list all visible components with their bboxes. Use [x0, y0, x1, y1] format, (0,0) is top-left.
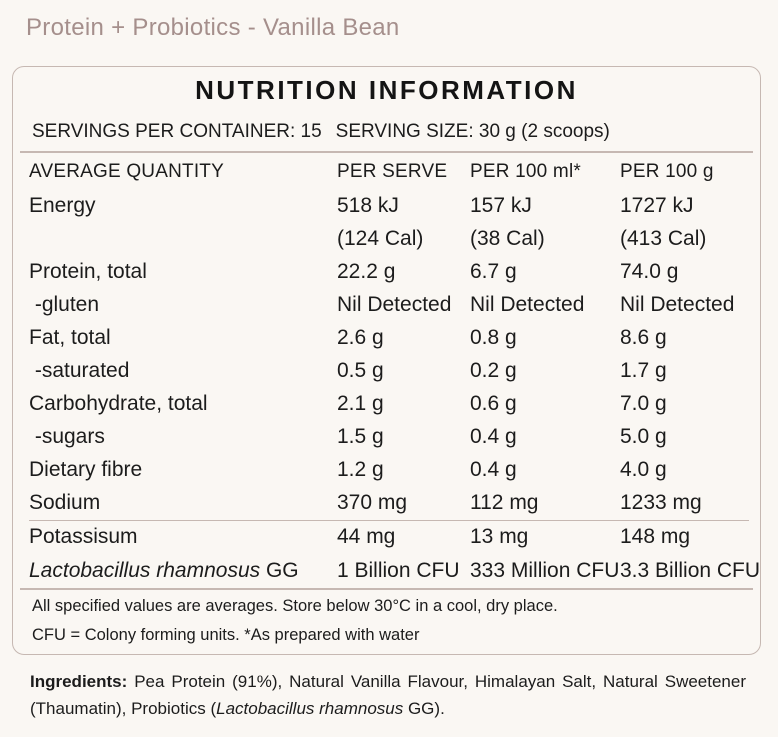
per-serve-value: 1.5 g [337, 425, 384, 449]
probiotic-strain: GG [260, 558, 299, 582]
per-serve-value: (124 Cal) [337, 226, 424, 250]
per-100ml-value: 0.6 g [470, 392, 517, 416]
servings-line: SERVINGS PER CONTAINER: 15 SERVING SIZE: … [32, 121, 610, 143]
nutrient-name: Carbohydrate, total [29, 392, 208, 416]
per-100g-value: Nil Detected [620, 292, 735, 316]
table-row: Lactobacillus rhamnosus GG 1 Billion CFU… [29, 554, 761, 587]
nutrient-name: Protein, total [29, 259, 147, 283]
table-row: Carbohydrate, total 2.1 g 0.6 g 7.0 g [29, 388, 749, 421]
per-serve-value: 1.2 g [337, 458, 384, 482]
per-100g-value: 4.0 g [620, 458, 667, 482]
table-row: Energy 518 kJ 157 kJ 1727 kJ [29, 189, 749, 222]
nutrient-name: Dietary fibre [29, 458, 143, 482]
per-100g-value: 8.6 g [620, 325, 667, 349]
divider-top [20, 151, 753, 153]
per-100g-value: 148 mg [620, 519, 749, 555]
column-header: PER SERVE [337, 161, 448, 182]
storage-footnote: All specified values are averages. Store… [32, 597, 558, 615]
ingredients-label: Ingredients: [30, 672, 128, 691]
page-title: Protein + Probiotics - Vanilla Bean [26, 14, 400, 41]
table-row: (124 Cal) (38 Cal) (413 Cal) [29, 222, 749, 255]
table-row: Protein, total 22.2 g 6.7 g 74.0 g [29, 255, 749, 288]
ingredients-probiotic-name: Lactobacillus rhamnosus [216, 699, 404, 718]
nutrient-name: Sodium [29, 491, 101, 515]
column-header: AVERAGE QUANTITY [29, 161, 224, 182]
nutrient-name [29, 222, 337, 255]
table-row: Dietary fibre 1.2 g 0.4 g 4.0 g [29, 454, 749, 487]
cfu-footnote: CFU = Colony forming units. *As prepared… [32, 626, 420, 644]
per-100g-value: 7.0 g [620, 392, 667, 416]
nutrient-name: -gluten [29, 292, 100, 316]
per-100ml-value: 112 mg [470, 491, 539, 515]
probiotic-species: Lactobacillus rhamnosus [29, 558, 261, 582]
per-100g-value: 1727 kJ [620, 193, 694, 217]
table-row: Fat, total 2.6 g 0.8 g 8.6 g [29, 321, 749, 354]
panel-heading: NUTRITION INFORMATION [195, 75, 578, 105]
per-100ml-value: Nil Detected [470, 292, 585, 316]
column-header: PER 100 g [620, 161, 714, 182]
per-100ml-value: 333 Million CFU [470, 558, 620, 582]
per-100ml-value: 13 mg [470, 519, 620, 555]
per-100g-value: 5.0 g [620, 425, 667, 449]
ingredients-list-end: GG). [403, 699, 445, 718]
nutrition-table: AVERAGE QUANTITY PER SERVE PER 100 ml* P… [29, 155, 761, 587]
per-serve-value: 2.1 g [337, 392, 384, 416]
per-serve-value: 0.5 g [337, 359, 384, 383]
per-100g-value: 3.3 Billion CFU [620, 558, 761, 582]
table-row: -saturated 0.5 g 0.2 g 1.7 g [29, 354, 749, 387]
per-serve-value: Nil Detected [337, 292, 452, 316]
column-header: PER 100 ml* [470, 161, 581, 182]
divider-bottom [20, 588, 753, 590]
nutrition-panel: NUTRITION INFORMATION SERVINGS PER CONTA… [12, 66, 761, 655]
table-row: Potassisum 44 mg 13 mg 148 mg [29, 519, 749, 555]
serving-size: SERVING SIZE: 30 g (2 scoops) [335, 121, 610, 142]
ingredients-text: Ingredients: Pea Protein (91%), Natural … [30, 668, 746, 722]
per-serve-value: 370 mg [337, 491, 408, 515]
per-100ml-value: (38 Cal) [470, 226, 545, 250]
servings-per-container: SERVINGS PER CONTAINER: 15 [32, 121, 322, 142]
nutrient-name: -sugars [29, 425, 105, 449]
per-100g-value: 1.7 g [620, 359, 667, 383]
nutrient-name: Fat, total [29, 325, 111, 349]
per-100ml-value: 157 kJ [470, 193, 532, 217]
per-100ml-value: 6.7 g [470, 259, 517, 283]
table-row: Sodium 370 mg 112 mg 1233 mg [29, 487, 749, 521]
per-serve-value: 518 kJ [337, 193, 399, 217]
per-serve-value: 1 Billion CFU [337, 558, 460, 582]
per-100ml-value: 0.4 g [470, 425, 517, 449]
ingredients-list: Pea Protein (91%), Natural Vanilla Flavo… [30, 672, 751, 718]
per-100g-value: (413 Cal) [620, 226, 707, 250]
per-serve-value: 2.6 g [337, 325, 384, 349]
table-row: -sugars 1.5 g 0.4 g 5.0 g [29, 421, 749, 454]
per-100g-value: 74.0 g [620, 259, 679, 283]
per-100ml-value: 0.4 g [470, 458, 517, 482]
per-serve-value: 22.2 g [337, 259, 396, 283]
per-100ml-value: 0.8 g [470, 325, 517, 349]
table-header-row: AVERAGE QUANTITY PER SERVE PER 100 ml* P… [29, 155, 749, 189]
per-serve-value: 44 mg [337, 519, 470, 555]
table-row: -gluten Nil Detected Nil Detected Nil De… [29, 288, 749, 321]
nutrient-name: Potassisum [29, 519, 337, 555]
nutrient-name: Lactobacillus rhamnosus GG [29, 554, 337, 587]
per-100g-value: 1233 mg [620, 491, 702, 515]
nutrient-name: Energy [29, 193, 96, 217]
per-100ml-value: 0.2 g [470, 359, 517, 383]
nutrient-name: -saturated [29, 359, 130, 383]
